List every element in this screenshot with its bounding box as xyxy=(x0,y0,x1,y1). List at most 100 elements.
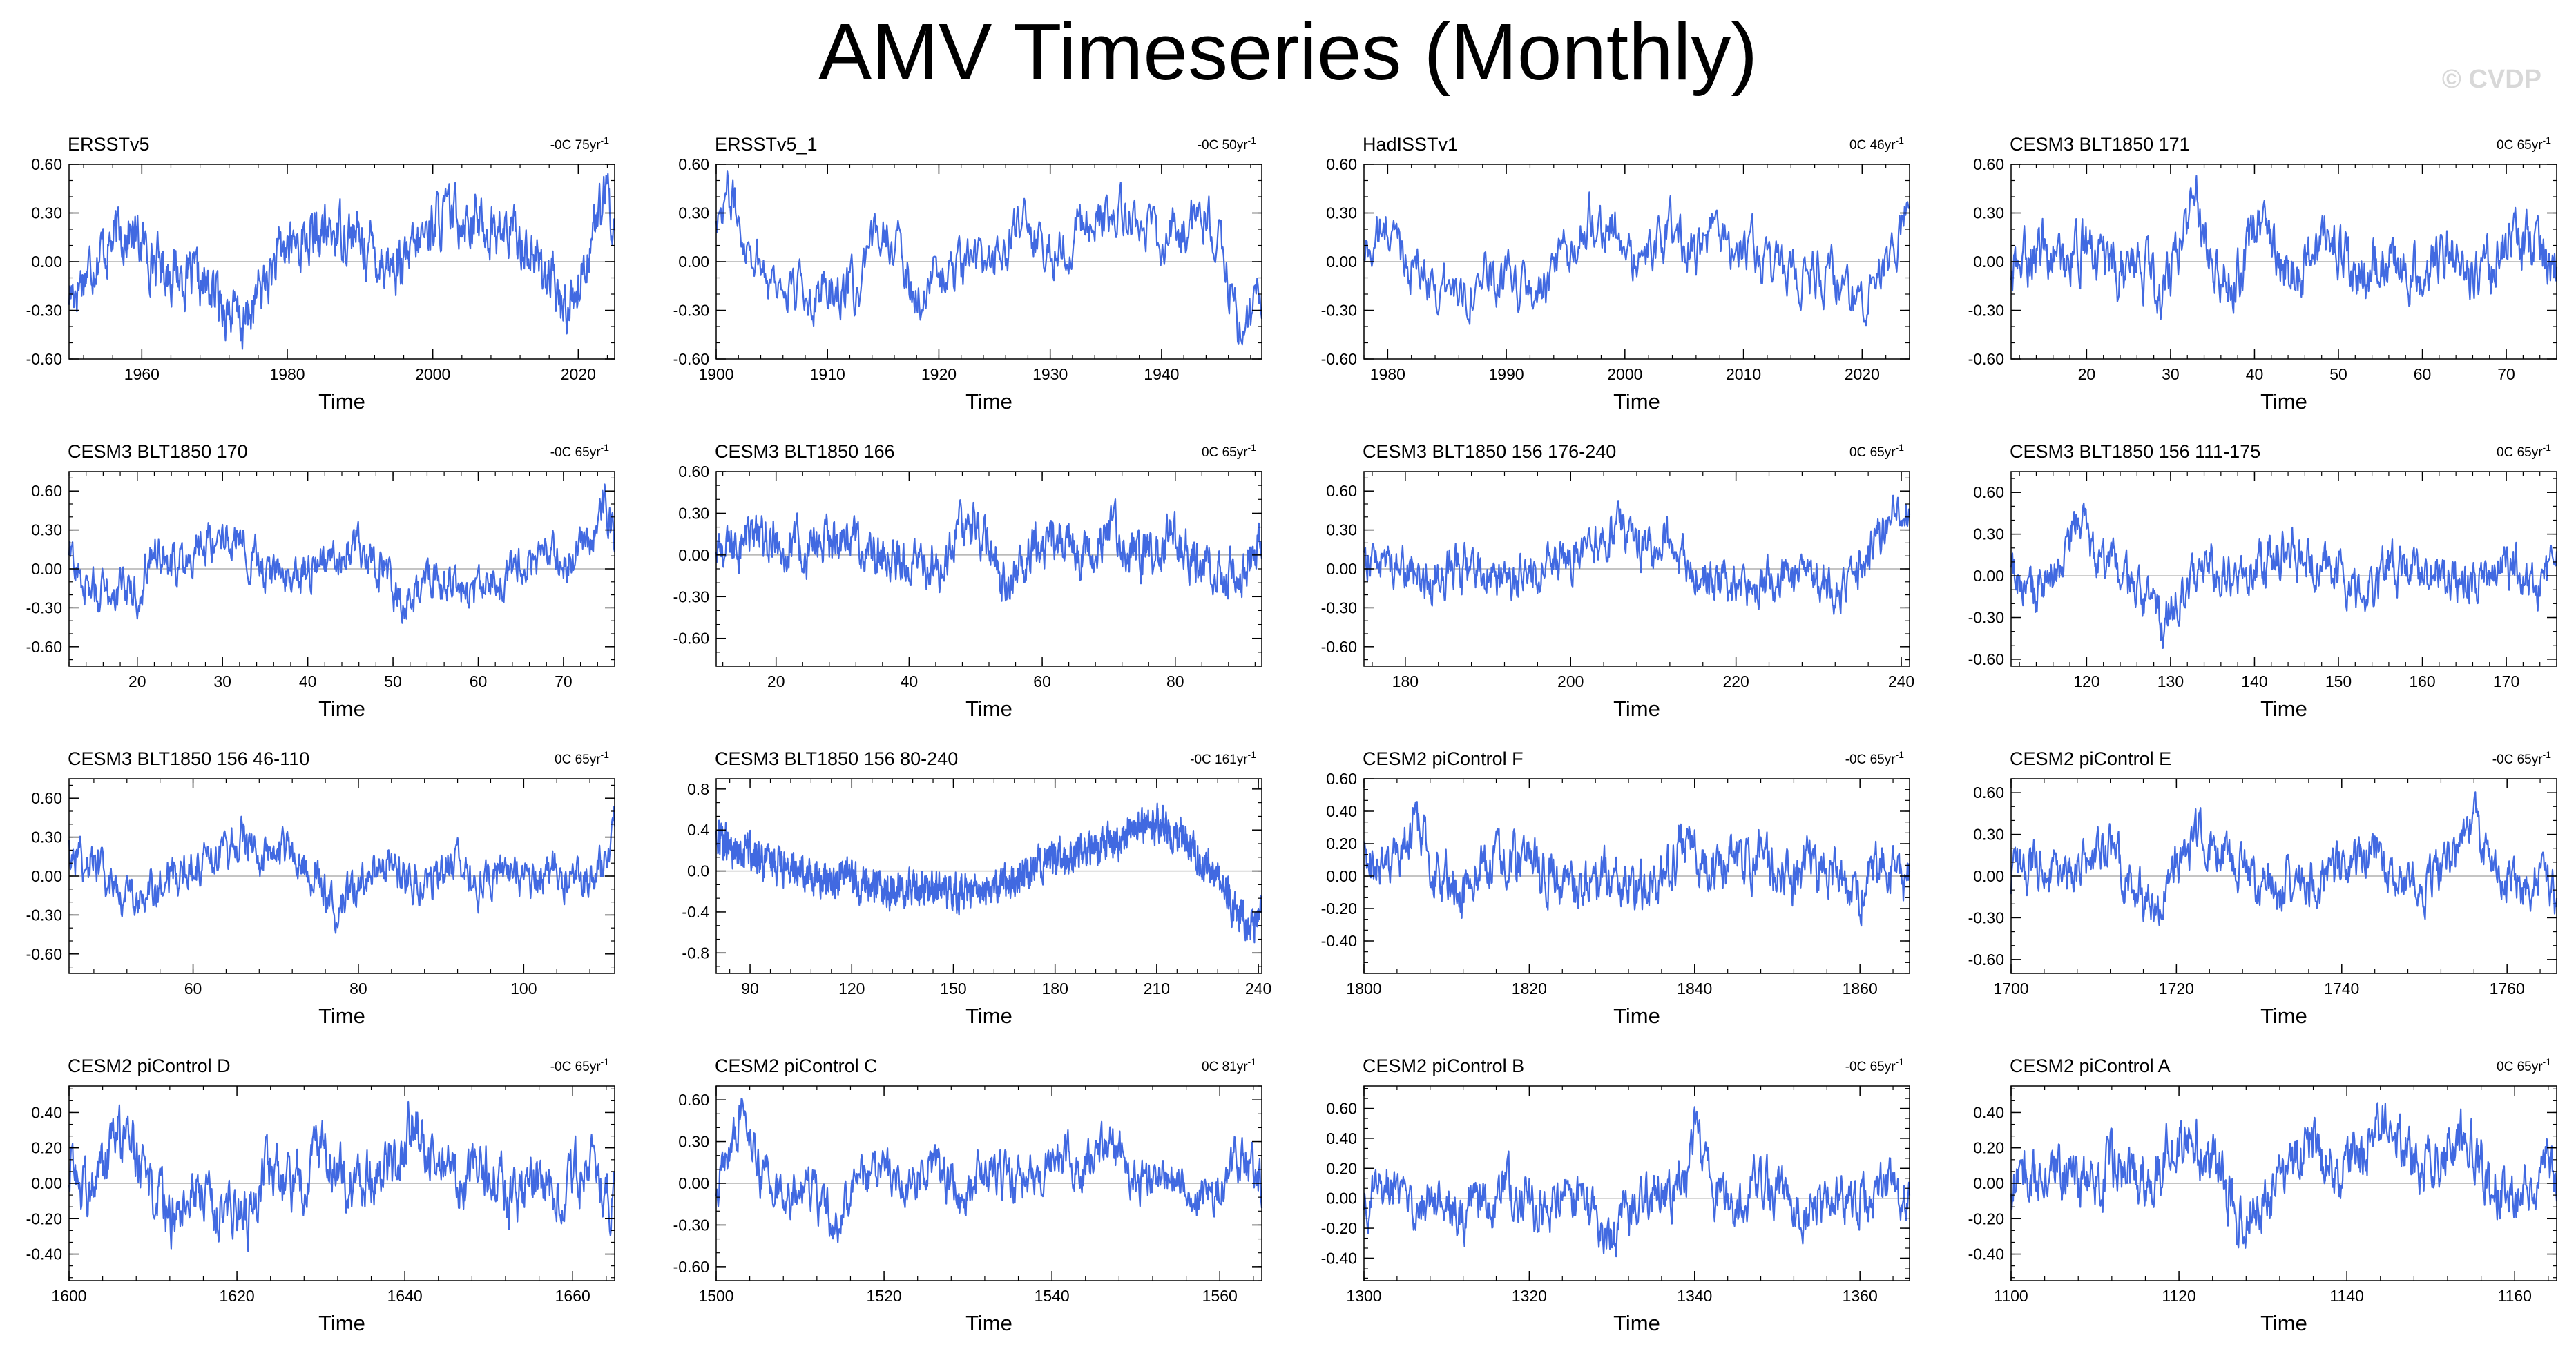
y-tick-label: 0.60 xyxy=(678,1091,709,1109)
x-tick-label: 20 xyxy=(2078,365,2096,383)
plot-frame xyxy=(1363,1085,1910,1281)
x-tick-label: 60 xyxy=(1033,672,1051,690)
x-axis-label: Time xyxy=(965,1004,1012,1028)
x-tick-label: 120 xyxy=(838,980,865,998)
x-axis-label: Time xyxy=(965,1311,1012,1335)
x-axis-label: Time xyxy=(2260,389,2307,414)
x-axis-label: Time xyxy=(2260,697,2307,721)
x-axis-label: Time xyxy=(318,1311,365,1335)
y-tick-label: -0.60 xyxy=(673,630,709,648)
y-tick-label: 0.20 xyxy=(1973,1139,2004,1157)
x-tick-label: 1340 xyxy=(1677,1287,1712,1305)
y-tick-label: 0.00 xyxy=(1326,560,1357,578)
x-axis-label: Time xyxy=(318,389,365,414)
series-line xyxy=(715,170,1263,346)
panel-annotation: -0C 65yr-1 xyxy=(1845,1056,1905,1074)
series-line xyxy=(715,498,1263,602)
y-tick-label: 0.30 xyxy=(678,204,709,222)
x-tick-label: 210 xyxy=(1144,980,1170,998)
y-tick-label: 0.60 xyxy=(1973,155,2004,173)
panel-annotation: 0C 65yr-1 xyxy=(2497,442,2551,460)
y-tick-label: -0.40 xyxy=(1321,1249,1357,1267)
x-tick-label: 50 xyxy=(384,672,402,690)
panel-annotation: -0C 161yr-1 xyxy=(1190,749,1256,767)
y-tick-label: 0.30 xyxy=(1973,826,2004,844)
x-tick-label: 180 xyxy=(1392,672,1419,690)
panel-annotation: -0C 65yr-1 xyxy=(550,1056,610,1074)
x-tick-label: 1660 xyxy=(555,1287,590,1305)
panel-title: CESM3 BLT1850 171 xyxy=(2010,134,2190,155)
x-tick-label: 1600 xyxy=(51,1287,86,1305)
x-tick-label: 1920 xyxy=(921,365,957,383)
x-tick-label: 1980 xyxy=(269,365,305,383)
y-tick-label: -0.30 xyxy=(673,1216,709,1234)
x-tick-label: 150 xyxy=(2325,672,2352,690)
y-tick-label: -0.20 xyxy=(1968,1210,2004,1227)
panel-title: CESM2 piControl A xyxy=(2010,1056,2171,1076)
panel-11: CESM2 piControl F -0C 65yr-1 1800 1820 1840 1… xyxy=(1321,748,1911,1028)
series-line xyxy=(2010,1102,2558,1249)
y-tick-label: 0.00 xyxy=(1326,253,1357,271)
panel-annotation: -0C 75yr-1 xyxy=(550,135,610,153)
y-tick-label: 0.60 xyxy=(31,482,62,500)
x-tick-label: 170 xyxy=(2493,672,2519,690)
y-tick-label: -0.30 xyxy=(1321,599,1357,616)
series-line xyxy=(1363,494,1911,615)
x-tick-label: 1160 xyxy=(2497,1287,2531,1305)
y-tick-label: 0.00 xyxy=(31,867,62,885)
x-tick-label: 240 xyxy=(1888,672,1914,690)
x-tick-label: 20 xyxy=(767,672,785,690)
series-line xyxy=(715,802,1263,944)
y-tick-label: -0.40 xyxy=(1321,932,1357,950)
x-axis-label: Time xyxy=(1613,697,1660,721)
x-tick-label: 1960 xyxy=(124,365,160,383)
y-tick-label: 0.30 xyxy=(1973,204,2004,222)
x-tick-label: 1990 xyxy=(1489,365,1524,383)
y-tick-label: 0.30 xyxy=(31,521,62,539)
x-tick-label: 220 xyxy=(1722,672,1749,690)
panel-title: CESM3 BLT1850 156 176-240 xyxy=(1363,441,1616,462)
panel-title: CESM3 BLT1850 156 111-175 xyxy=(2010,441,2260,462)
x-tick-label: 1800 xyxy=(1346,980,1381,998)
x-tick-label: 40 xyxy=(2246,365,2264,383)
y-tick-label: -0.60 xyxy=(1968,350,2004,368)
y-tick-label: 0.00 xyxy=(31,1174,62,1192)
y-tick-label: 0.60 xyxy=(1973,483,2004,501)
plot-frame xyxy=(2010,471,2557,667)
y-tick-label: 0.40 xyxy=(31,1103,62,1121)
x-tick-label: 160 xyxy=(2409,672,2435,690)
panel-2: ERSSTv5_1 -0C 50yr-1 1900 1910 1920 1930 1940 -… xyxy=(673,134,1263,414)
x-tick-label: 50 xyxy=(2329,365,2347,383)
x-tick-label: 60 xyxy=(184,980,202,998)
y-tick-label: -0.60 xyxy=(26,350,62,368)
y-tick-label: 0.60 xyxy=(678,463,709,480)
y-tick-label: -0.60 xyxy=(26,638,62,656)
panel-1: ERSSTv5 -0C 75yr-1 1960 1980 2000 2020 -0.60 -0… xyxy=(26,134,616,414)
cvdp-watermark: © CVDP xyxy=(2441,65,2541,94)
panel-annotation: 0C 65yr-1 xyxy=(2497,1056,2551,1074)
series-line xyxy=(68,173,616,350)
y-tick-label: -0.20 xyxy=(26,1210,62,1227)
panel-title: CESM2 piControl B xyxy=(1363,1056,1524,1076)
x-tick-label: 1760 xyxy=(2490,980,2525,998)
y-tick-label: 0.30 xyxy=(678,1133,709,1151)
panel-annotation: 0C 81yr-1 xyxy=(1202,1056,1256,1074)
y-tick-label: 0.30 xyxy=(1973,525,2004,543)
panel-annotation: 0C 46yr-1 xyxy=(1849,135,1904,153)
x-tick-label: 1540 xyxy=(1035,1287,1070,1305)
y-tick-label: -0.60 xyxy=(1321,350,1357,368)
series-line xyxy=(68,1100,616,1252)
y-tick-label: 0.60 xyxy=(31,155,62,173)
x-tick-label: 80 xyxy=(1166,672,1184,690)
y-tick-label: -0.40 xyxy=(26,1245,62,1263)
y-tick-label: -0.4 xyxy=(682,903,709,921)
x-tick-label: 30 xyxy=(213,672,231,690)
x-tick-label: 1740 xyxy=(2324,980,2359,998)
x-axis-label: Time xyxy=(318,1004,365,1028)
x-tick-label: 1860 xyxy=(1843,980,1878,998)
panel-14: CESM2 piControl C 0C 81yr-1 1500 1520 1540 15… xyxy=(673,1056,1263,1335)
panel-8: CESM3 BLT1850 156 111-175 0C 65yr-1 120 130… xyxy=(1968,441,2558,721)
panel-title: CESM3 BLT1850 156 46-110 xyxy=(68,748,309,769)
x-tick-label: 90 xyxy=(741,980,759,998)
x-tick-label: 2010 xyxy=(1726,365,1761,383)
